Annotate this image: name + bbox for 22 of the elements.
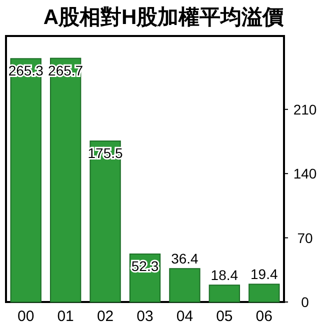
x-tick-label: 05 xyxy=(216,308,233,325)
bar xyxy=(10,58,42,302)
data-label: 36.4 xyxy=(171,250,199,267)
x-tick-label: 01 xyxy=(57,308,74,325)
bar xyxy=(90,140,121,302)
data-label: 19.4 xyxy=(250,266,278,282)
y-tick-label: 140 xyxy=(293,166,317,182)
x-tick-label: 06 xyxy=(256,308,272,325)
bar xyxy=(50,58,82,302)
x-tick-label: 00 xyxy=(18,308,34,325)
bar xyxy=(248,284,280,302)
data-label: 52.3 xyxy=(131,258,159,274)
chart-title: A股相對H股加權平均溢價 xyxy=(43,6,285,29)
y-tick-label: 210 xyxy=(293,101,317,118)
x-tick-label: 03 xyxy=(136,308,154,325)
x-tick-label: 02 xyxy=(96,308,114,325)
y-tick-label: 70 xyxy=(297,230,313,246)
data-label: 18.4 xyxy=(210,267,238,284)
bar xyxy=(169,268,200,302)
x-tick-label: 04 xyxy=(176,308,194,325)
y-tick-label: 0 xyxy=(301,294,310,310)
bar xyxy=(208,284,240,302)
